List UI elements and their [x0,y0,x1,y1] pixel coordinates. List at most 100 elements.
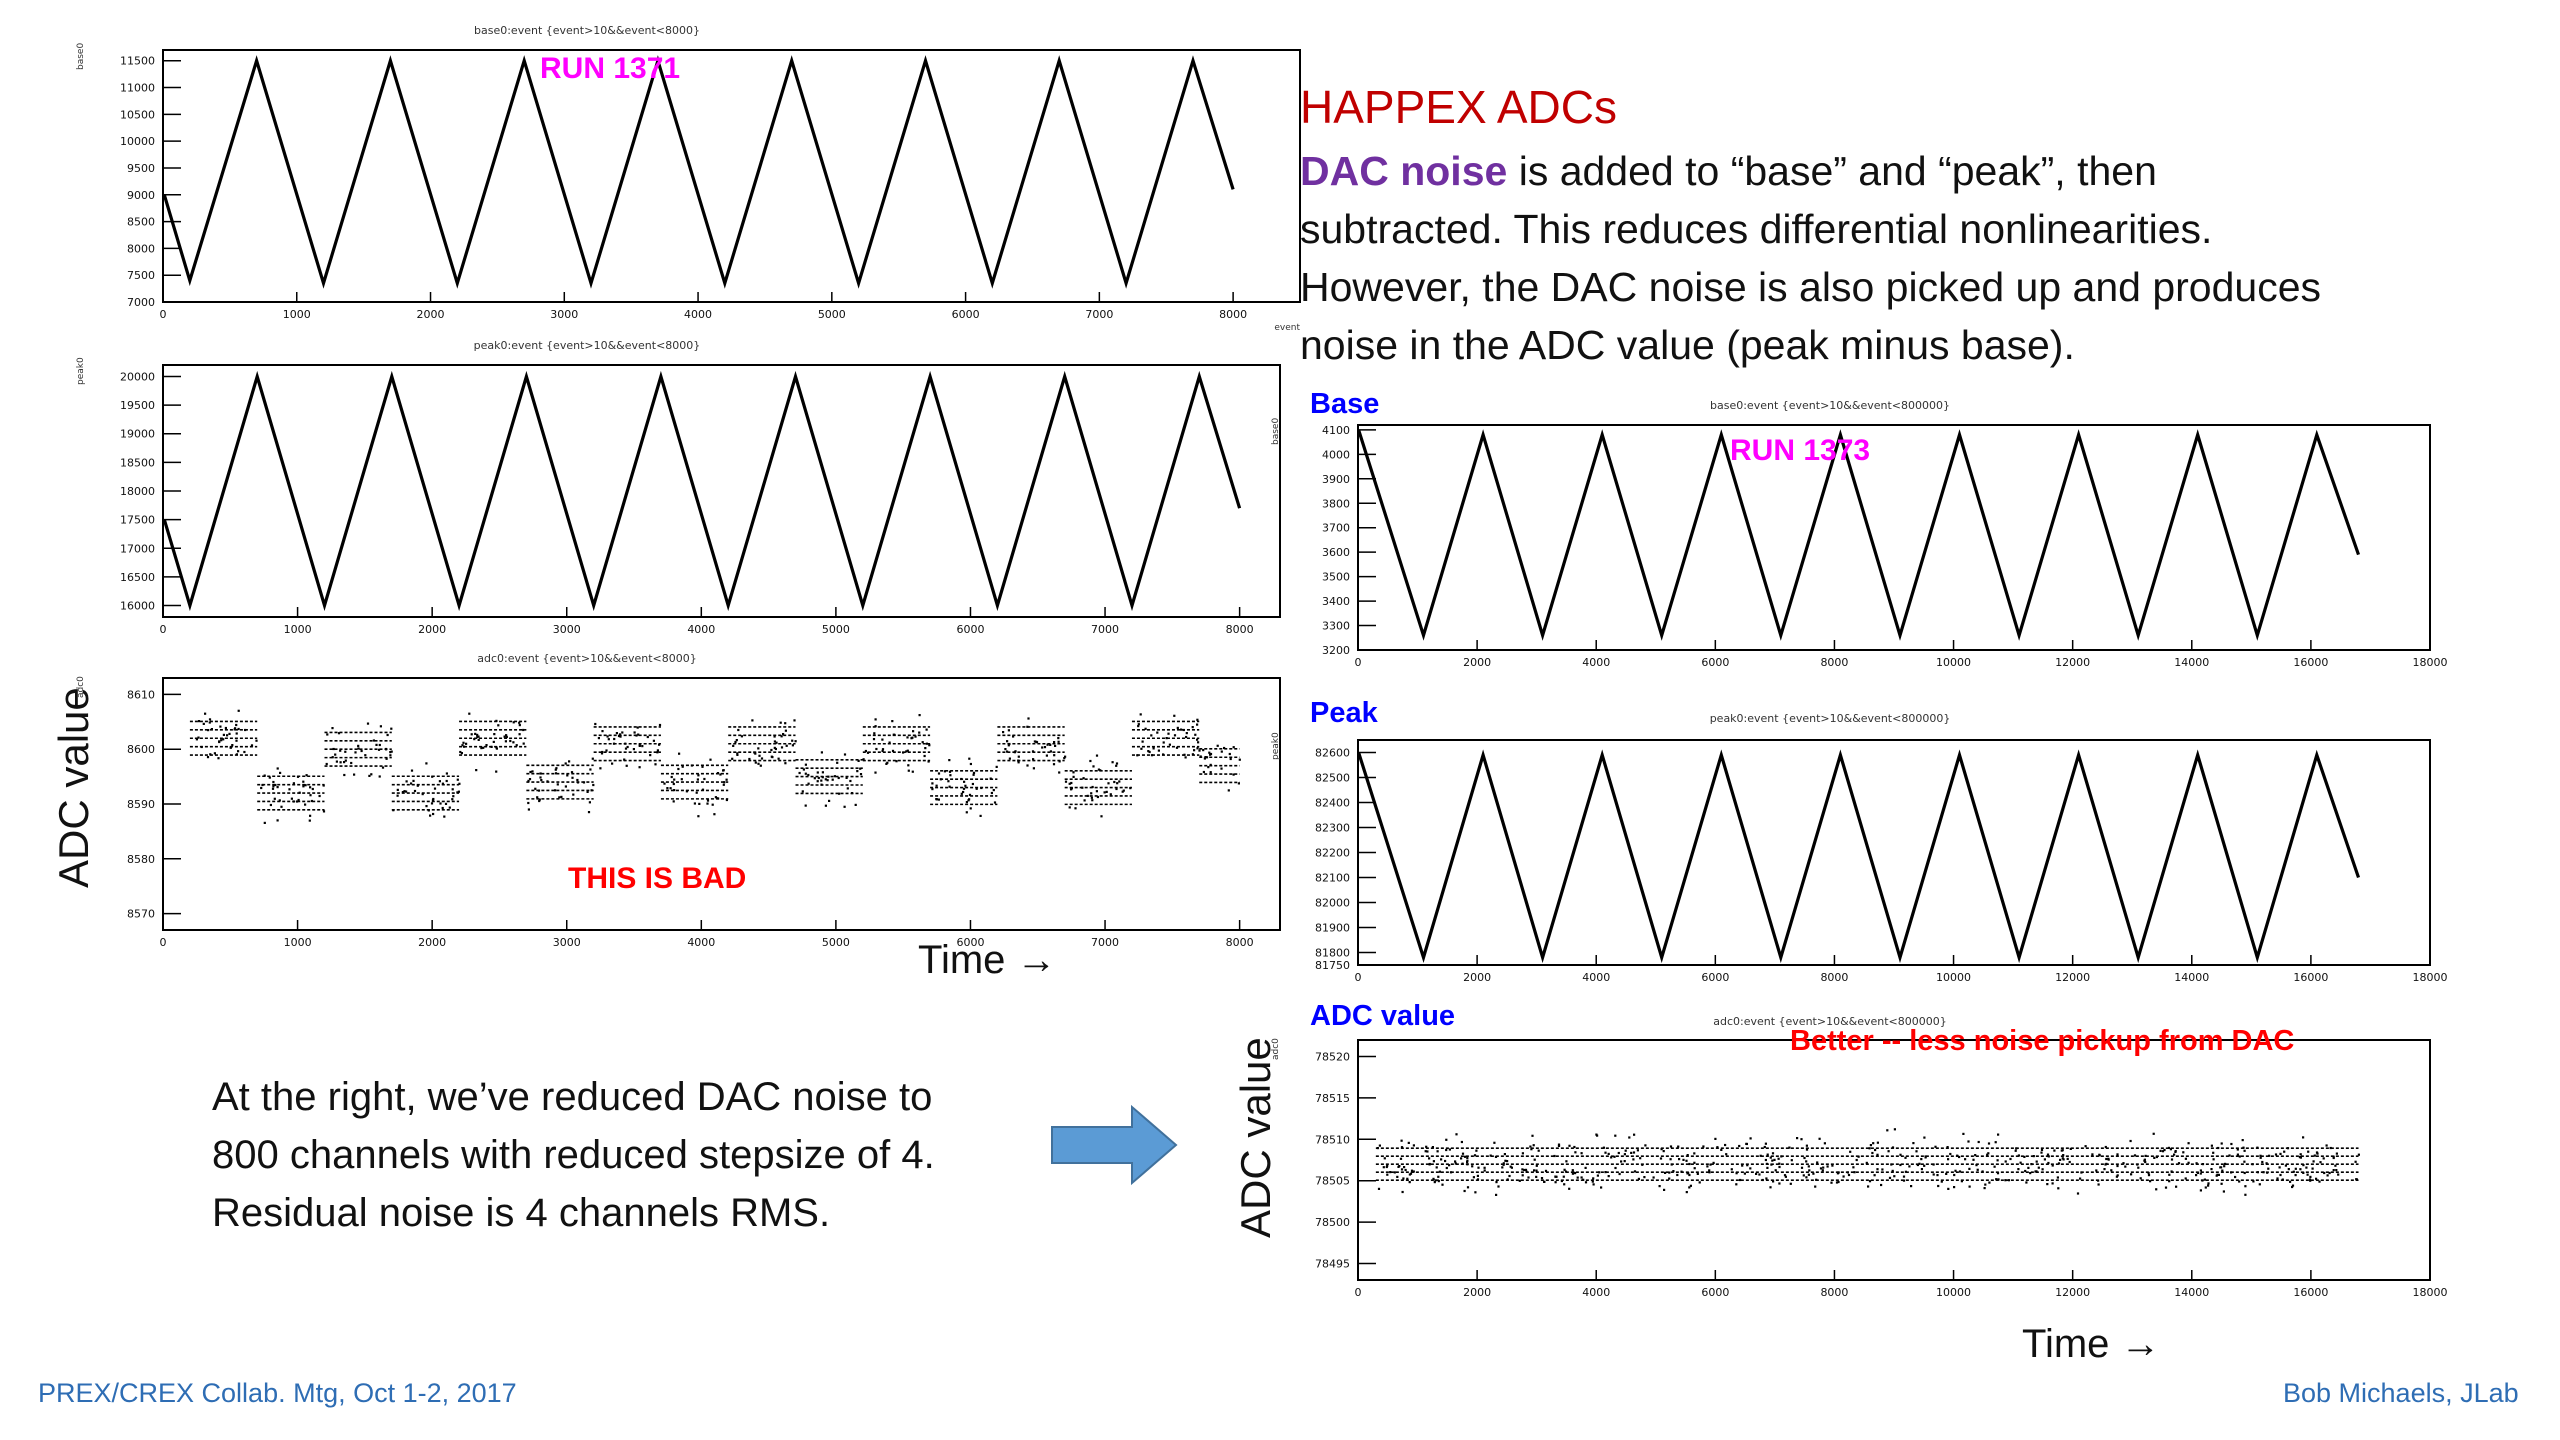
data-point [2051,1164,2054,1167]
y-tick-label: 17000 [120,542,155,555]
data-point [343,773,346,777]
data-point [2215,1174,2218,1177]
data-point [1058,771,1061,774]
y-tick-label: 78495 [1315,1257,1350,1270]
data-point [1934,1145,1937,1148]
data-point [331,727,334,730]
data-point [2335,1169,2338,1172]
data-point [2184,1177,2187,1180]
data-point [432,812,435,816]
data-point [2243,1160,2246,1163]
data-point [1940,1180,1943,1183]
data-point [1377,1187,1381,1190]
data-point [2103,1168,2106,1171]
data-point [1630,1151,1633,1154]
data-point [918,714,921,717]
data-point [937,772,941,775]
data-point [1563,1168,1566,1171]
data-point [1996,1172,2000,1175]
data-point [948,785,951,788]
x-tick-label: 12000 [2055,971,2090,984]
data-point [343,761,346,764]
data-point [1445,1138,1448,1141]
data-point [907,769,910,772]
data-point [1209,753,1212,756]
y-tick-label: 19000 [120,428,155,441]
data-point [1968,1185,1971,1188]
data-point [1633,1133,1636,1136]
data-point [237,750,240,753]
data-point [222,733,225,736]
data-point [278,799,281,802]
data-point [353,773,356,776]
chart-base-run1373: base0:event {event>10&&event<800000} base… [1271,388,2448,669]
data-point [1688,1186,1691,1189]
panel-label: Base [1310,388,1379,420]
data-point [2207,1182,2210,1185]
y-tick-label: 10000 [120,135,155,148]
side-note-line-2: 800 channels with reduced stepsize of 4. [212,1133,935,1177]
data-point [962,787,966,790]
data-point [1232,746,1235,749]
data-point [1876,1153,1879,1156]
data-point [527,801,530,805]
data-point [461,744,464,747]
data-point [709,758,712,761]
data-point [1584,1181,1588,1184]
data-point [2017,1154,2020,1157]
data-point [1565,1160,1568,1163]
data-point [606,735,609,738]
y-axis-label: base0 [1271,418,1281,445]
chart-peak-run1373: peak0:event {event>10&&event<800000} peak… [1271,697,2448,984]
data-point [1483,1166,1486,1169]
data-point [503,735,506,738]
x-tick-label: 18000 [2413,971,2448,984]
data-point [1466,1160,1469,1164]
y-tick-label: 17500 [120,514,155,527]
data-point [1483,1169,1486,1172]
data-point [1669,1145,1673,1148]
data-point [2319,1161,2322,1164]
y-axis-label: peak0 [76,357,86,385]
data-point [1964,1158,1967,1161]
data-point [515,744,518,747]
data-point [2236,1148,2239,1151]
data-point [1121,790,1124,793]
data-point [859,767,862,770]
data-point [2230,1142,2233,1146]
y-tick-label: 81750 [1315,959,1350,972]
data-point [1504,1159,1507,1162]
data-point [1924,1156,1927,1159]
footer-left: PREX/CREX Collab. Mtg, Oct 1-2, 2017 [38,1378,517,1408]
data-point [1788,1146,1791,1149]
data-point [831,778,834,781]
data-point [1660,1148,1663,1151]
data-point [1521,1168,1524,1171]
data-point [646,735,649,739]
data-point [2066,1157,2069,1160]
data-point [304,803,307,806]
data-point [843,805,846,808]
data-point [2279,1173,2282,1177]
data-point [1090,792,1093,795]
data-point [309,794,312,797]
data-point [928,744,931,747]
y-tick-label: 81800 [1315,947,1350,960]
data-point [1091,799,1094,802]
data-point [401,791,404,794]
data-point [1865,1161,1868,1164]
data-point [1580,1152,1583,1155]
data-point [1623,1153,1626,1156]
data-point [1103,791,1106,794]
plot-title: peak0:event {event>10&&event<8000} [474,339,701,352]
data-point [2037,1166,2040,1169]
data-point [1412,1144,1415,1147]
data-point [1771,1159,1774,1162]
data-point [1049,743,1052,746]
data-point [1477,1166,1480,1169]
data-point [1568,1187,1571,1190]
data-point [445,779,448,783]
data-point [1406,1177,1409,1180]
data-point [2238,1180,2241,1183]
data-point [1967,1140,1970,1143]
